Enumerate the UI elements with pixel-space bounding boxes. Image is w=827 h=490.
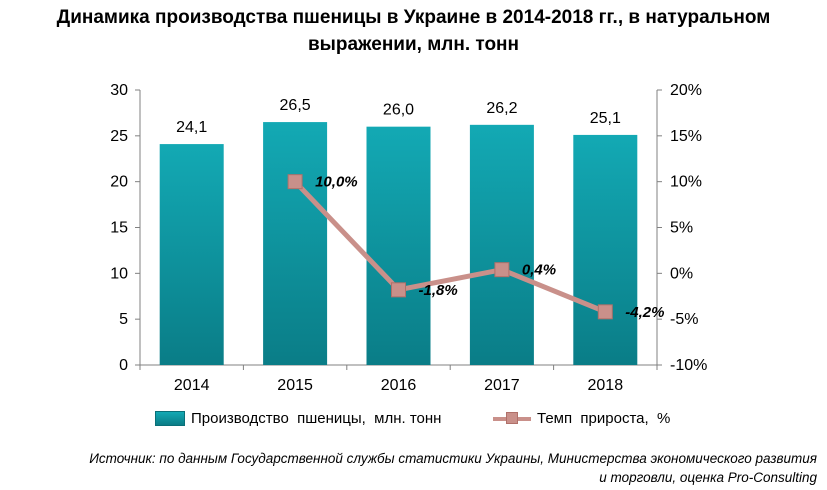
chart-title-line-1: Динамика производства пшеницы в Украине …: [56, 7, 771, 28]
y-left-tick-label: 0: [119, 357, 128, 374]
y-right-tick-label: 5%: [670, 220, 693, 237]
growth-line: [293, 179, 607, 315]
growth-marker: [597, 304, 613, 320]
y-left-tick-label: 15: [110, 220, 128, 237]
x-tick-label: 2014: [174, 377, 210, 394]
bar: [263, 122, 328, 365]
bar: [469, 124, 534, 365]
x-tick-label: 2017: [484, 377, 520, 394]
y-left-tick-label: 10: [110, 265, 128, 282]
x-tick-label: 2015: [277, 377, 313, 394]
x-tick-label: 2018: [588, 377, 624, 394]
legend-item-production: Производство пшеницы, млн. тонн: [155, 410, 441, 427]
bar-value-label: 26,2: [486, 100, 517, 117]
bar-value-label: 25,1: [590, 110, 621, 127]
legend-swatch-bar: [155, 411, 185, 426]
y-right-tick-label: 0%: [670, 265, 693, 282]
growth-marker: [494, 262, 510, 278]
y-right-tick-label: -10%: [670, 357, 707, 374]
chart-title-line-2: выражении, млн. тонн: [307, 34, 520, 55]
y-right-tick-label: 20%: [670, 82, 702, 99]
y-right-tick-label: 10%: [670, 174, 702, 191]
source-line-1: Источник: по данным Государственной служ…: [89, 451, 817, 466]
bar-value-label: 26,5: [280, 97, 311, 114]
growth-marker: [391, 282, 406, 298]
y-left-tick-label: 5: [119, 311, 128, 328]
source-line-2: и торговли, оценка Pro-Consulting: [599, 470, 817, 485]
growth-value-label: -1,8%: [419, 282, 458, 299]
y-left-tick-label: 30: [110, 82, 128, 99]
x-tick-label: 2016: [381, 377, 417, 394]
legend-label-production: Производство пшеницы, млн. тонн: [191, 410, 442, 427]
bar: [366, 126, 431, 366]
chart-plot: 0 5 10 15 20 25 30 -10% -5% 0% 5% 10% 15% 20% 2014 2015…: [110, 82, 707, 394]
bar-value-label: 26,0: [383, 102, 414, 119]
y-left-tick-label: 25: [110, 128, 128, 145]
growth-value-label: 10,0%: [315, 174, 358, 191]
y-left-tick-label: 20: [110, 174, 128, 191]
bar: [159, 144, 224, 365]
bar-value-label: 24,1: [176, 119, 207, 136]
y-right-tick-label: 15%: [670, 128, 702, 145]
legend-swatch-line: [493, 412, 531, 425]
growth-value-label: 0,4%: [522, 262, 556, 279]
legend-label-growth: Темп прироста, %: [537, 410, 671, 427]
growth-marker: [287, 174, 303, 190]
legend-item-growth: Темп прироста, %: [493, 410, 670, 427]
chart-title: Динамика производства пшеницы в Украине …: [0, 4, 827, 58]
y-right-tick-label: -5%: [670, 311, 698, 328]
bar: [573, 134, 638, 365]
source-note: Источник: по данным Государственной служ…: [37, 449, 817, 487]
growth-value-label: -4,2%: [625, 304, 664, 321]
chart-legend: Производство пшеницы, млн. тонн Темп при…: [0, 410, 827, 432]
